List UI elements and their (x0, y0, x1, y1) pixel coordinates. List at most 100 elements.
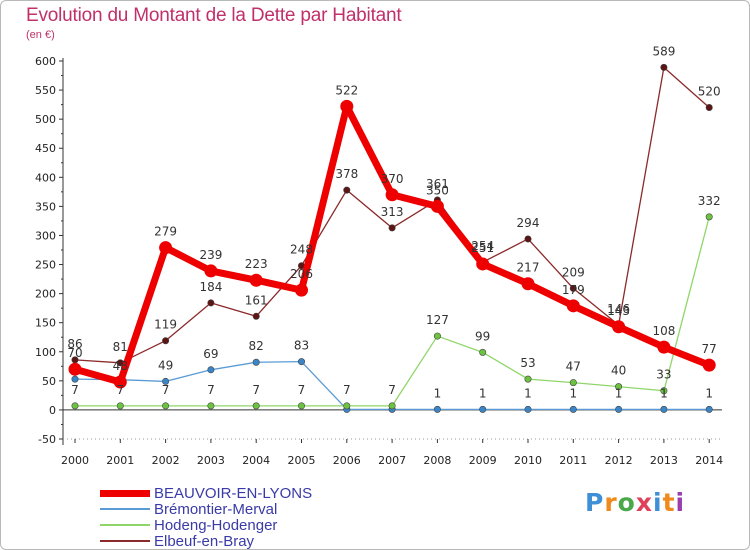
data-point (521, 277, 535, 291)
data-point (615, 383, 623, 391)
data-point (479, 348, 487, 356)
data-point (388, 402, 396, 410)
logo-letter: x (635, 488, 653, 517)
data-label: 83 (294, 339, 309, 353)
data-label: 239 (199, 248, 222, 262)
data-point (657, 340, 671, 354)
data-point (207, 402, 215, 410)
data-label: 40 (611, 364, 626, 378)
data-label: 184 (199, 280, 222, 294)
data-label: 82 (249, 339, 264, 353)
data-label: 378 (335, 167, 358, 181)
y-tick-label: 600 (35, 55, 56, 68)
data-point (340, 99, 354, 113)
logo-letter: r (604, 488, 618, 517)
data-label: 522 (335, 83, 358, 97)
x-tick-label: 2010 (514, 454, 542, 467)
data-label: 209 (562, 265, 585, 279)
data-label: 1 (569, 386, 577, 400)
logo-letter: i (653, 488, 663, 517)
x-tick-label: 2009 (469, 454, 497, 467)
legend-swatch (100, 540, 150, 542)
data-point (433, 405, 441, 413)
chart-title: Evolution du Montant de la Dette par Hab… (26, 5, 402, 26)
data-label: 143 (607, 304, 630, 318)
data-point (566, 299, 580, 313)
data-point (297, 402, 305, 410)
data-label: 179 (562, 283, 585, 297)
data-point (433, 332, 441, 340)
data-label: 1 (705, 386, 713, 400)
data-label: 7 (252, 383, 260, 397)
data-point (162, 337, 170, 345)
data-label: 86 (67, 337, 82, 351)
y-tick-label: 0 (49, 404, 56, 417)
x-tick-label: 2006 (333, 454, 361, 467)
data-point (430, 199, 444, 213)
data-label: 313 (381, 205, 404, 219)
data-label: 81 (113, 340, 128, 354)
data-point (162, 377, 170, 385)
y-tick-label: 300 (35, 229, 56, 242)
legend-label: Hodeng-Hodenger (154, 516, 278, 534)
x-tick-label: 2005 (288, 454, 316, 467)
data-point (612, 320, 626, 334)
legend-item: Elbeuf-en-Bray (100, 533, 312, 550)
data-point (207, 299, 215, 307)
legend-swatch (100, 524, 150, 526)
data-label: 77 (702, 342, 717, 356)
data-label: 7 (207, 383, 215, 397)
data-label: 206 (290, 267, 313, 281)
data-point (297, 358, 305, 366)
data-point (660, 63, 668, 71)
data-point (68, 362, 82, 376)
data-point (705, 213, 713, 221)
y-tick-label: 500 (35, 113, 56, 126)
data-label: 53 (520, 356, 535, 370)
data-label: 361 (426, 177, 449, 191)
data-label: 7 (388, 383, 396, 397)
logo-letter: P (585, 488, 605, 517)
data-label: 251 (471, 241, 494, 255)
y-tick-label: 400 (35, 171, 56, 184)
data-label: 70 (67, 346, 82, 360)
data-label: 49 (158, 358, 173, 372)
x-tick-label: 2011 (559, 454, 587, 467)
data-point (385, 188, 399, 202)
data-label: 108 (652, 324, 675, 338)
data-point (343, 186, 351, 194)
data-label: 7 (298, 383, 306, 397)
data-point (252, 402, 260, 410)
data-label: 370 (381, 172, 404, 186)
data-label: 48 (113, 359, 128, 373)
data-point (569, 379, 577, 387)
data-point (252, 358, 260, 366)
legend-item: Hodeng-Hodenger (100, 516, 312, 534)
y-tick-label: 550 (35, 84, 56, 97)
x-tick-label: 2002 (152, 454, 180, 467)
data-label: 217 (517, 261, 540, 275)
x-tick-label: 2012 (605, 454, 633, 467)
data-label: 279 (154, 225, 177, 239)
y-tick-label: 350 (35, 200, 56, 213)
x-tick-label: 2004 (242, 454, 270, 467)
data-label: 146 (607, 302, 630, 316)
logo-letter: i (675, 488, 686, 517)
legend-item: Brémontier-Merval (100, 501, 312, 518)
data-point (162, 402, 170, 410)
axes: -50 0 50 100 150 200 250 300 350 400 450 500 550 600 2… (35, 55, 723, 467)
x-tick-label: 2000 (61, 454, 89, 467)
legend: BEAUVOIR-EN-LYONS Brémontier-Merval Hodeng… (100, 485, 312, 550)
data-point (343, 402, 351, 410)
data-label: 332 (698, 194, 721, 208)
logo-letter: o (617, 488, 636, 517)
x-tick-label: 2013 (650, 454, 678, 467)
chart-subtitle: (en €) (26, 29, 55, 41)
x-tick-label: 2001 (106, 454, 134, 467)
data-label: 7 (71, 383, 79, 397)
data-label: 1 (660, 386, 668, 400)
x-tick-label: 2007 (378, 454, 406, 467)
